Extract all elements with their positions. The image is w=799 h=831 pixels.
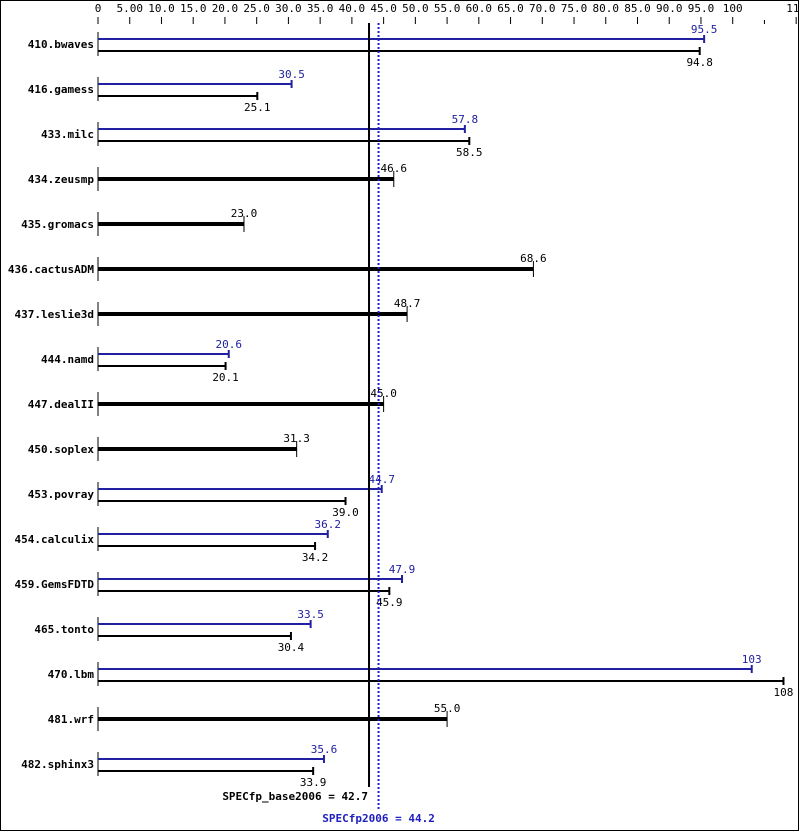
x-tick-label: 65.0 xyxy=(497,2,524,15)
peak-value-label: 57.8 xyxy=(452,113,479,126)
category-label: 481.wrf xyxy=(48,713,94,726)
base-reference-label: SPECfp_base2006 = 42.7 xyxy=(222,790,368,803)
x-tick-label: 90.0 xyxy=(656,2,683,15)
category-label: 434.zeusmp xyxy=(28,173,95,186)
base-value-label: 39.0 xyxy=(332,506,359,519)
category-label: 433.milc xyxy=(41,128,94,141)
x-tick-label: 85.0 xyxy=(624,2,651,15)
category-label: 470.lbm xyxy=(48,668,95,681)
base-value-label: 31.3 xyxy=(283,432,310,445)
x-tick-label: 75.0 xyxy=(561,2,588,15)
x-tick-label: 60.0 xyxy=(466,2,493,15)
base-value-label: 108 xyxy=(774,686,794,699)
base-value-label: 68.6 xyxy=(520,252,547,265)
category-label: 436.cactusADM xyxy=(8,263,94,276)
base-value-label: 33.9 xyxy=(300,776,327,789)
base-value-label: 55.0 xyxy=(434,702,461,715)
category-label: 447.dealII xyxy=(28,398,94,411)
base-value-label: 45.9 xyxy=(376,596,403,609)
x-tick-label: 15.0 xyxy=(180,2,207,15)
x-tick-label: 10.0 xyxy=(148,2,175,15)
category-label: 416.gamess xyxy=(28,83,94,96)
peak-value-label: 20.6 xyxy=(215,338,242,351)
base-value-label: 94.8 xyxy=(686,56,713,69)
category-label: 453.povray xyxy=(28,488,95,501)
peak-reference-label: SPECfp2006 = 44.2 xyxy=(322,812,435,825)
base-value-label: 20.1 xyxy=(212,371,239,384)
x-tick-label: 25.0 xyxy=(243,2,270,15)
category-label: 435.gromacs xyxy=(21,218,94,231)
category-label: 410.bwaves xyxy=(28,38,94,51)
x-tick-label: 35.0 xyxy=(307,2,334,15)
x-tick-label: 5.00 xyxy=(116,2,143,15)
peak-value-label: 95.5 xyxy=(691,23,718,36)
peak-value-label: 30.5 xyxy=(278,68,305,81)
base-value-label: 58.5 xyxy=(456,146,483,159)
x-tick-label: 100 xyxy=(723,2,743,15)
x-tick-label: 55.0 xyxy=(434,2,461,15)
x-tick-label: 95.0 xyxy=(688,2,715,15)
peak-value-label: 44.7 xyxy=(368,473,395,486)
x-tick-label: 70.0 xyxy=(529,2,556,15)
base-value-label: 48.7 xyxy=(394,297,421,310)
category-label: 465.tonto xyxy=(34,623,94,636)
peak-value-label: 35.6 xyxy=(311,743,338,756)
base-value-label: 25.1 xyxy=(244,101,271,114)
x-tick-label: 80.0 xyxy=(593,2,620,15)
peak-value-label: 47.9 xyxy=(389,563,416,576)
base-value-label: 45.0 xyxy=(370,387,397,400)
x-tick-label: 45.0 xyxy=(370,2,397,15)
base-value-label: 30.4 xyxy=(278,641,305,654)
x-tick-label: 50.0 xyxy=(402,2,429,15)
category-label: 482.sphinx3 xyxy=(21,758,94,771)
x-tick-label: 110 xyxy=(786,2,798,15)
category-label: 454.calculix xyxy=(15,533,95,546)
base-value-label: 23.0 xyxy=(231,207,258,220)
base-value-label: 34.2 xyxy=(302,551,329,564)
base-value-label: 46.6 xyxy=(381,162,408,175)
peak-value-label: 33.5 xyxy=(297,608,324,621)
x-tick-label: 0 xyxy=(95,2,102,15)
category-label: 450.soplex xyxy=(28,443,95,456)
x-tick-label: 40.0 xyxy=(339,2,366,15)
category-label: 459.GemsFDTD xyxy=(15,578,95,591)
category-label: 437.leslie3d xyxy=(15,308,94,321)
x-tick-label: 20.0 xyxy=(212,2,239,15)
x-tick-label: 30.0 xyxy=(275,2,302,15)
peak-value-label: 36.2 xyxy=(315,518,342,531)
category-label: 444.namd xyxy=(41,353,94,366)
peak-value-label: 103 xyxy=(742,653,762,666)
